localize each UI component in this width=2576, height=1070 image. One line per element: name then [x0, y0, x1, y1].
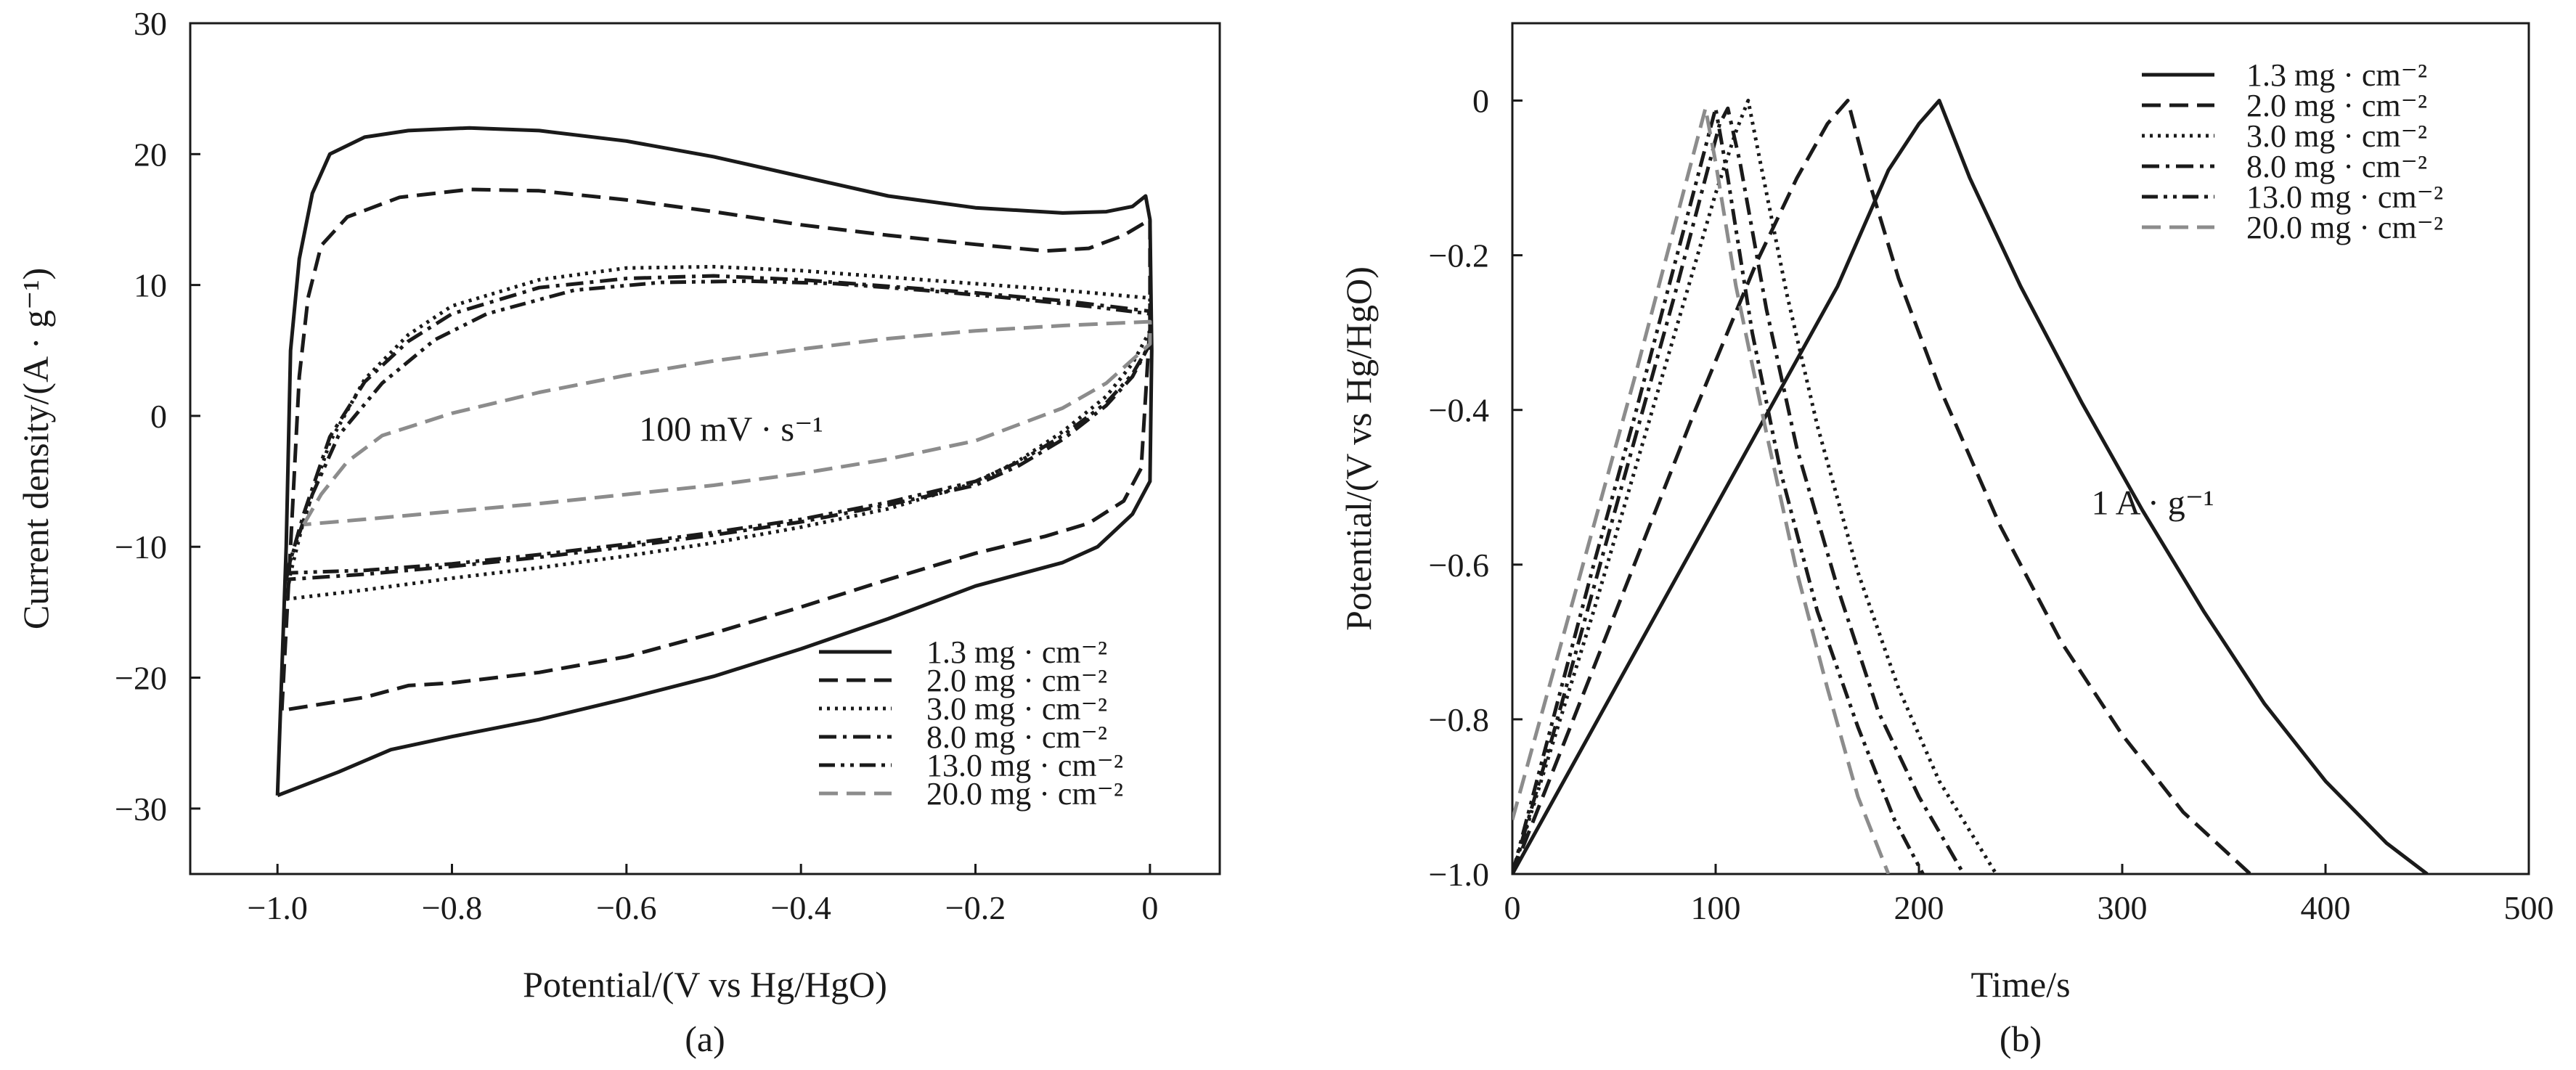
x-tick-label: −1.0	[247, 889, 307, 926]
panel-a-cv-chart: −1.0 −0.8 −0.6 −0.4 −0.2 0 −30 −20 −10 0 10 20 30 10…	[15, 5, 1221, 1059]
legend-label: 2.0 mg · cm⁻²	[926, 663, 1107, 698]
legend-label: 13.0 mg · cm⁻²	[926, 748, 1123, 783]
panel-b-ticks: 0 100 200 300 400 500 −1.0 −0.8 −0.6 −0.4 −0.2 0	[1429, 83, 2554, 926]
legend-label: 20.0 mg · cm⁻²	[926, 776, 1123, 812]
y-tick-label: −20	[115, 660, 167, 697]
y-tick-label: −0.2	[1429, 237, 1489, 274]
x-tick-label: 400	[2301, 889, 2351, 926]
series-line-20-0	[302, 319, 1152, 527]
series-line-2-0	[280, 187, 1152, 713]
panel-a-y-axis-label: Current density/(A · g⁻¹)	[15, 268, 56, 629]
y-tick-label: −0.4	[1429, 392, 1489, 429]
y-tick-label: −10	[115, 528, 167, 565]
x-tick-label: 300	[2098, 889, 2148, 926]
panel-b-series	[1512, 99, 2429, 874]
x-tick-label: 500	[2504, 889, 2554, 926]
panel-a-label: (a)	[685, 1018, 725, 1059]
y-tick-label: 0	[1472, 83, 1489, 120]
panel-b-y-axis-label: Potential/(V vs Hg/HgO)	[1338, 266, 1379, 631]
y-tick-label: 30	[134, 5, 167, 42]
x-tick-label: −0.6	[596, 889, 656, 926]
panel-b-gcd-chart: 0 100 200 300 400 500 −1.0 −0.8 −0.6 −0.4 −0.2 0 1 …	[1338, 22, 2554, 1059]
panel-a-ticks: −1.0 −0.8 −0.6 −0.4 −0.2 0 −30 −20 −10 0 10 20 30	[115, 5, 1158, 926]
panel-b-plot-frame	[1511, 22, 2530, 875]
panel-b-x-axis-label: Time/s	[1970, 964, 2070, 1005]
panel-a-plot-frame	[189, 22, 1221, 875]
panel-b-label: (b)	[2000, 1018, 2042, 1059]
panel-a-series	[275, 126, 1154, 798]
series-line-1-3	[1512, 99, 2429, 874]
x-tick-label: 100	[1691, 889, 1741, 926]
series-line-20-0	[1512, 106, 1891, 874]
x-tick-label: 0	[1504, 889, 1521, 926]
panel-a-x-axis-label: Potential/(V vs Hg/HgO)	[523, 964, 887, 1005]
series-line-13-0	[1512, 106, 1925, 874]
series-line-8-0	[284, 274, 1152, 581]
series-line-2-0	[1512, 99, 2252, 874]
y-tick-label: −0.8	[1429, 701, 1489, 738]
y-tick-label: −0.6	[1429, 547, 1489, 584]
legend-label: 20.0 mg · cm⁻²	[2246, 210, 2443, 245]
panel-b-legend: 1.3 mg · cm⁻²2.0 mg · cm⁻²3.0 mg · cm⁻²8…	[2142, 57, 2443, 245]
panel-a-scan-rate-annotation: 100 mV · s⁻¹	[639, 410, 823, 449]
legend-label: 1.3 mg · cm⁻²	[926, 634, 1107, 670]
y-tick-label: −1.0	[1429, 856, 1489, 893]
x-tick-label: 200	[1894, 889, 1944, 926]
panel-b-current-density-annotation: 1 A · g⁻¹	[2091, 484, 2214, 523]
legend-label: 8.0 mg · cm⁻²	[926, 719, 1107, 755]
legend-label: 2.0 mg · cm⁻²	[2246, 88, 2427, 123]
legend-label: 3.0 mg · cm⁻²	[2246, 118, 2427, 154]
series-line-13-0	[284, 279, 1152, 575]
x-tick-label: 0	[1141, 889, 1158, 926]
x-tick-label: −0.4	[770, 889, 831, 926]
series-line-8-0	[1512, 106, 1965, 874]
y-tick-label: 20	[134, 136, 167, 173]
series-line-3-0	[1512, 99, 1998, 874]
x-tick-label: −0.2	[945, 889, 1006, 926]
panel-a-legend: 1.3 mg · cm⁻²2.0 mg · cm⁻²3.0 mg · cm⁻²8…	[819, 634, 1123, 812]
y-tick-label: 10	[134, 267, 167, 304]
legend-label: 13.0 mg · cm⁻²	[2246, 179, 2443, 215]
legend-label: 3.0 mg · cm⁻²	[926, 691, 1107, 727]
x-tick-label: −0.8	[422, 889, 482, 926]
y-tick-label: 0	[150, 398, 167, 435]
legend-label: 8.0 mg · cm⁻²	[2246, 149, 2427, 184]
series-line-1-3	[275, 126, 1154, 798]
y-tick-label: −30	[115, 791, 167, 828]
legend-label: 1.3 mg · cm⁻²	[2246, 57, 2427, 93]
